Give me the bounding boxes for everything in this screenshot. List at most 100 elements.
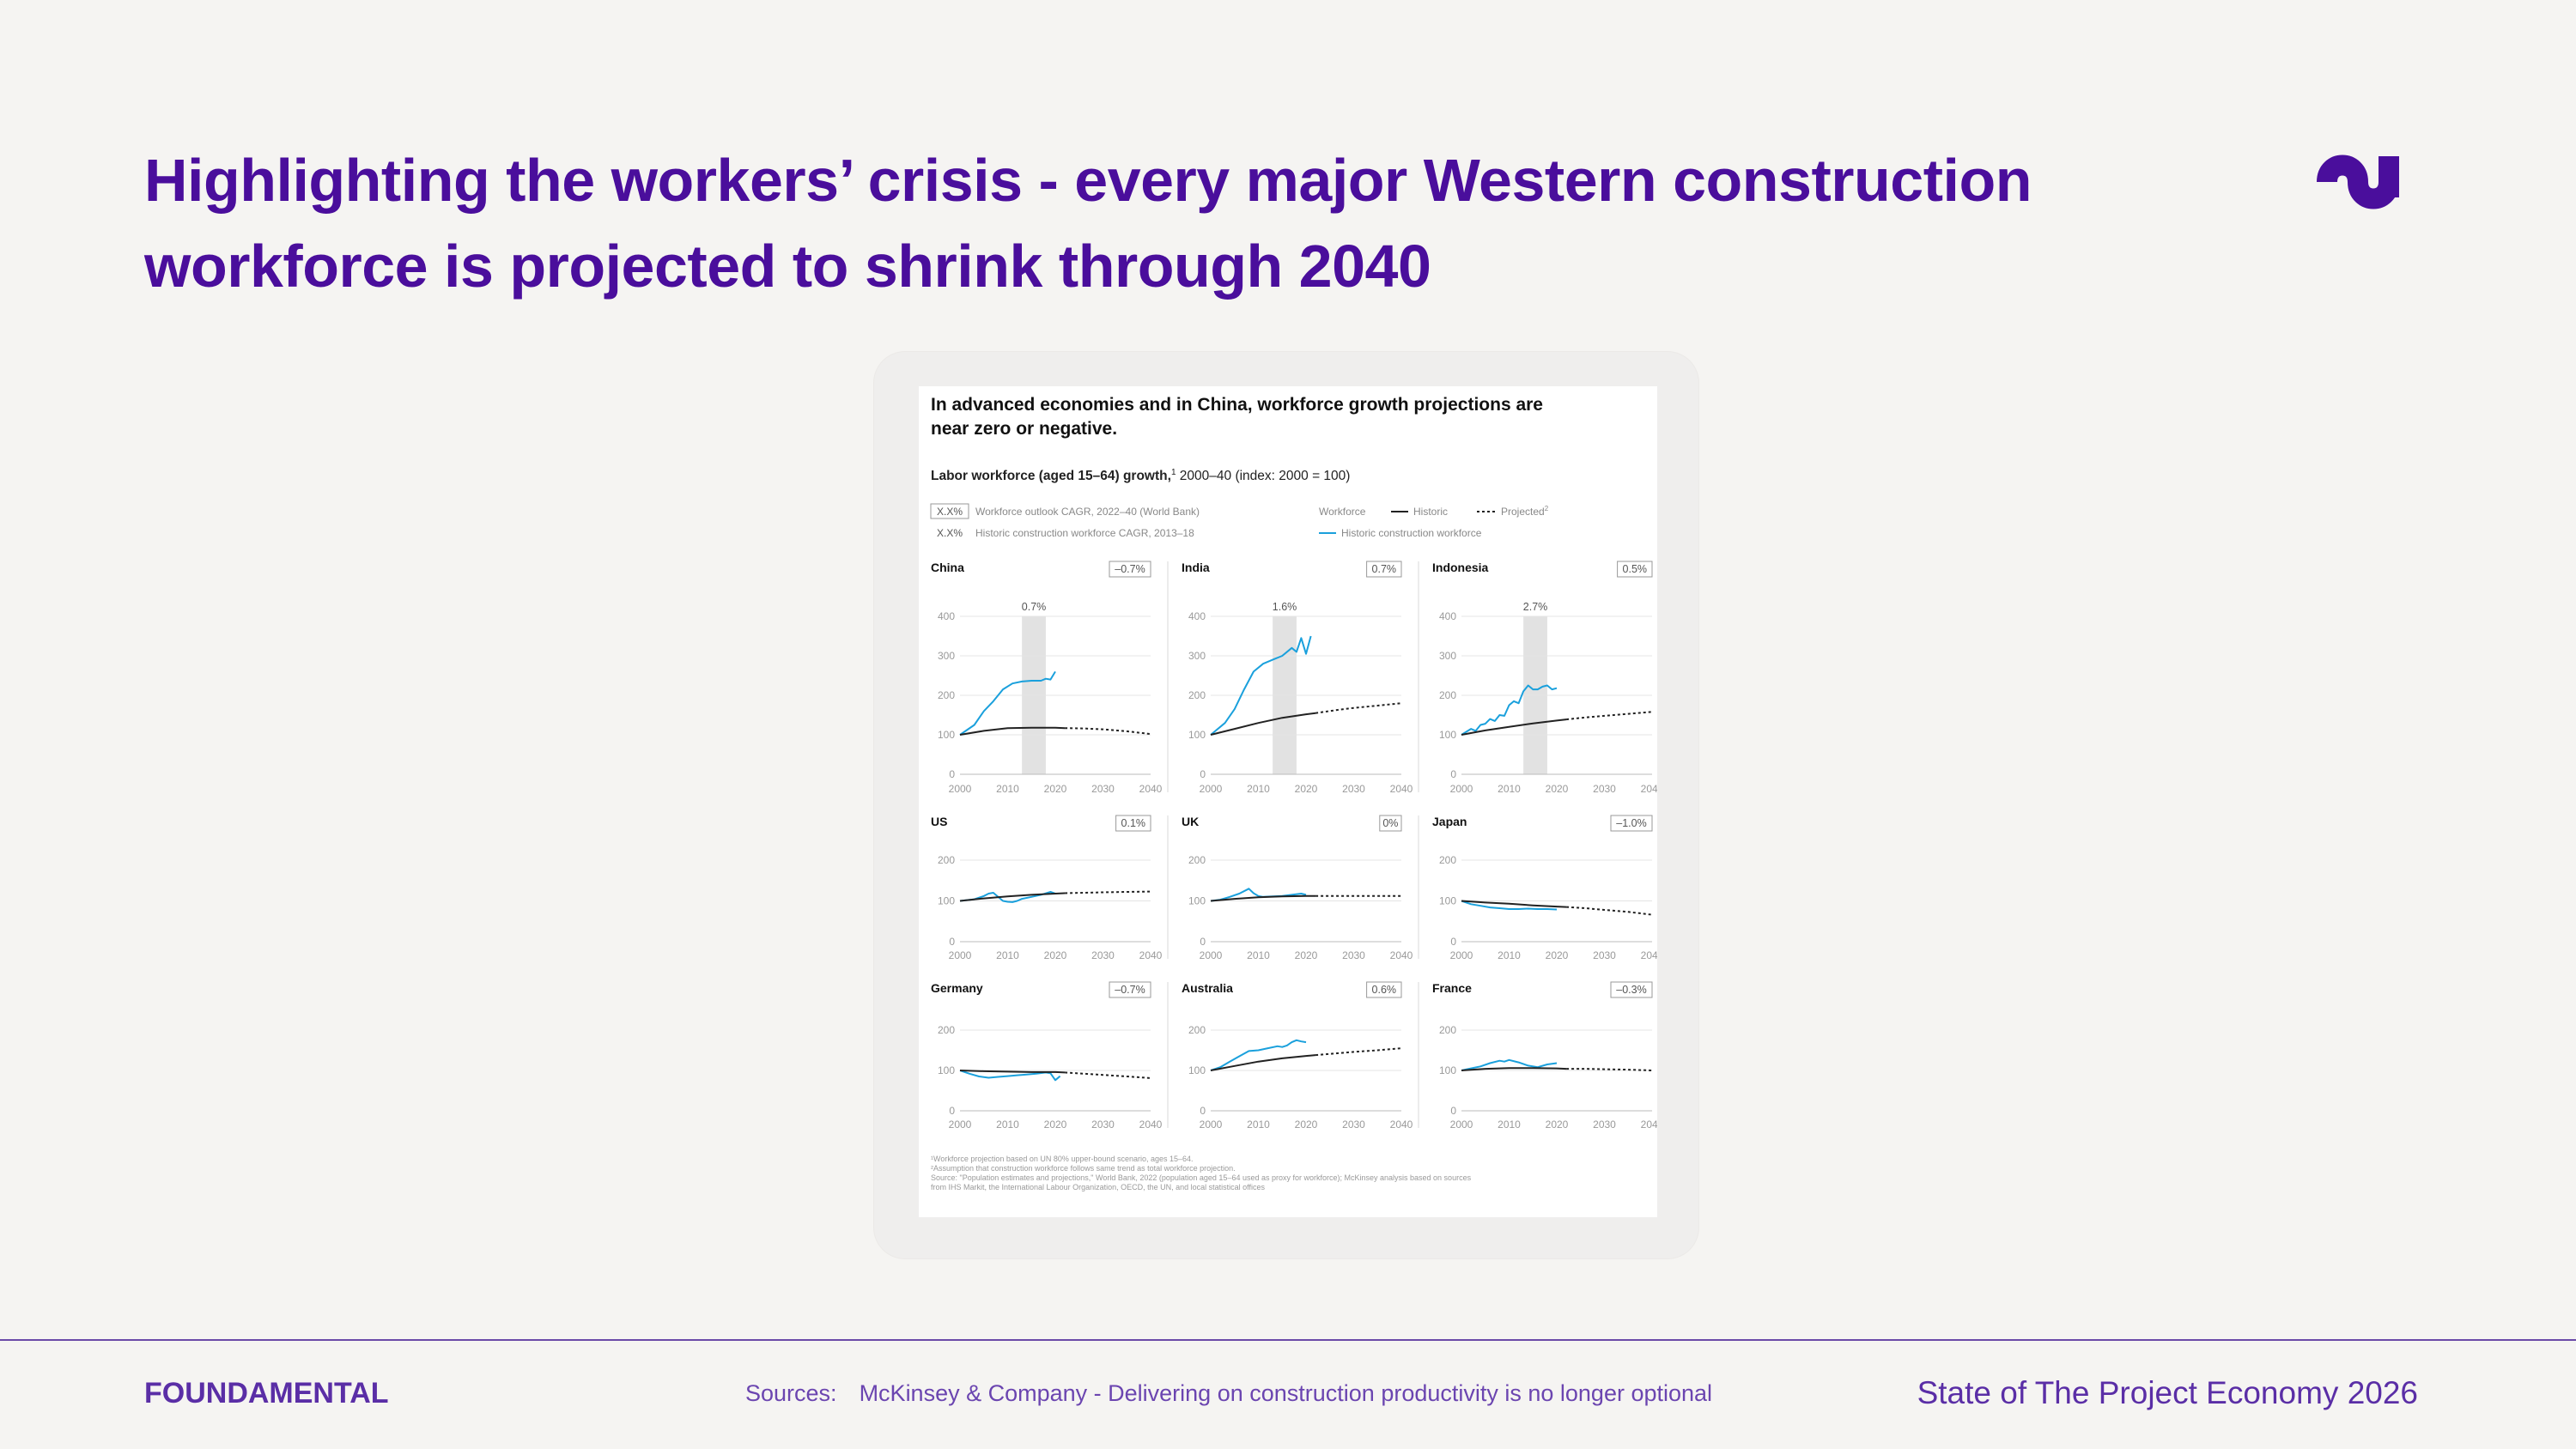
x-tick-label: 2020	[1546, 783, 1569, 795]
series-projected-line	[1315, 702, 1402, 714]
panel-china: China –0.7% 0.7% 0 100 200 300 400 2000 2010 2020 2…	[931, 561, 1163, 795]
x-tick-label: 2010	[996, 949, 1019, 961]
x-tick-label: 2000	[949, 949, 972, 961]
panel-title: Australia	[1182, 981, 1233, 995]
x-tick-label: 2040	[1390, 783, 1413, 795]
x-tick-label: 2030	[1091, 1119, 1115, 1131]
x-tick-label: 2010	[996, 1119, 1019, 1131]
y-tick-label: 200	[938, 689, 955, 701]
series-historic-line	[1461, 900, 1567, 908]
footer-divider	[0, 1339, 2576, 1341]
chart-subtitle: Labor workforce (aged 15–64) growth,1 20…	[931, 468, 1350, 483]
y-tick-label: 0	[1200, 1105, 1206, 1117]
y-tick-label: 200	[1439, 854, 1456, 866]
x-tick-label: 2000	[949, 1119, 972, 1131]
chart-svg: In advanced economies and in China, work…	[930, 395, 1657, 1191]
series-projected-line	[1065, 1071, 1151, 1079]
panel-construction-cagr: 0.7%	[1022, 601, 1047, 613]
x-tick-label: 2030	[1342, 949, 1365, 961]
y-tick-label: 400	[938, 610, 955, 622]
panel-outlook-box	[1109, 561, 1151, 578]
legend-construction-label: Historic construction workforce	[1341, 527, 1482, 539]
x-tick-label: 2000	[949, 783, 972, 795]
panel-title: Indonesia	[1432, 561, 1489, 574]
legend-outlook-desc: Workforce outlook CAGR, 2022–40 (World B…	[975, 506, 1200, 518]
y-tick-label: 100	[938, 1064, 955, 1076]
legend-construction-cagr-desc: Historic construction workforce CAGR, 20…	[975, 527, 1194, 539]
x-tick-label: 2030	[1342, 1119, 1365, 1131]
series-historic-line	[959, 1070, 1066, 1074]
panel-outlook-value: 0.1%	[1121, 817, 1146, 829]
panel-outlook-value: 0.7%	[1372, 563, 1397, 575]
x-tick-label: 2000	[1200, 949, 1223, 961]
x-tick-label: 2010	[996, 783, 1019, 795]
footnote-2: ²Assumption that construction workforce …	[931, 1164, 1236, 1173]
y-tick-label: 400	[1188, 610, 1206, 622]
y-tick-label: 0	[949, 936, 955, 948]
y-tick-label: 200	[1439, 689, 1456, 701]
x-tick-label: 2030	[1593, 783, 1616, 795]
panel-india: India 0.7% 1.6% 0 100 200 300 400 2000 2010 2020 20…	[1182, 561, 1413, 795]
series-projected-line	[1065, 727, 1151, 736]
panel-construction-cagr: 1.6%	[1273, 601, 1297, 613]
x-tick-label: 2040	[1139, 949, 1163, 961]
panel-title: Japan	[1432, 815, 1467, 828]
series-projected-line	[1565, 711, 1653, 721]
footnote-3: Source: "Population estimates and projec…	[931, 1173, 1472, 1182]
series-historic-line	[1210, 1054, 1316, 1071]
panel-title: Germany	[931, 981, 983, 995]
x-tick-label: 2010	[1498, 949, 1521, 961]
x-tick-label: 2000	[1200, 783, 1223, 795]
wave-logo-icon	[2315, 148, 2420, 216]
y-tick-label: 100	[1188, 895, 1206, 907]
series-construction-line	[959, 891, 1056, 903]
x-tick-label: 2020	[1546, 949, 1569, 961]
y-tick-label: 100	[938, 895, 955, 907]
series-historic-line	[959, 892, 1066, 902]
y-tick-label: 0	[949, 1105, 955, 1117]
series-projected-line	[1566, 906, 1653, 916]
panel-title: UK	[1182, 815, 1199, 828]
series-construction-line	[1210, 888, 1307, 902]
x-tick-label: 2040	[1390, 1119, 1413, 1131]
y-tick-label: 100	[1439, 729, 1456, 741]
panel-us: US 0.1% 0 100 200 2000 2010 2020 2030 2040	[931, 815, 1163, 961]
panel-outlook-value: –0.3%	[1616, 984, 1646, 996]
panel-outlook-box	[1366, 561, 1402, 578]
legend-workforce-label: Workforce	[1319, 506, 1366, 518]
y-tick-label: 300	[1188, 650, 1206, 662]
series-historic-line	[959, 726, 1066, 736]
x-tick-label: 2010	[1498, 1119, 1521, 1131]
x-tick-label: 2020	[1295, 1119, 1318, 1131]
footnote-4: from IHS Markit, the International Labou…	[931, 1183, 1266, 1191]
panel-construction-cagr: 2.7%	[1523, 601, 1548, 613]
series-construction-line	[1210, 1039, 1307, 1071]
panel-outlook-value: 0.5%	[1623, 563, 1648, 575]
x-tick-label: 2010	[1247, 783, 1270, 795]
x-tick-label: 2040	[1139, 783, 1163, 795]
y-tick-label: 100	[1188, 729, 1206, 741]
y-tick-label: 100	[1188, 1064, 1206, 1076]
y-tick-label: 0	[1450, 768, 1456, 780]
y-tick-label: 200	[1439, 1024, 1456, 1036]
x-tick-label: 2000	[1450, 949, 1473, 961]
y-tick-label: 100	[1439, 895, 1456, 907]
series-construction-line	[959, 1070, 1061, 1082]
y-tick-label: 0	[949, 768, 955, 780]
panel-outlook-box	[1115, 815, 1151, 832]
panel-outlook-box	[1610, 981, 1653, 998]
x-tick-label: 2040	[1641, 783, 1657, 795]
panel-outlook-value: –0.7%	[1115, 984, 1145, 996]
series-projected-line	[1065, 890, 1151, 894]
x-tick-label: 2040	[1641, 949, 1657, 961]
panel-outlook-box	[1379, 815, 1402, 832]
legend-outlook-sample: X.X%	[937, 506, 963, 518]
panel-japan: Japan –1.0% 0 100 200 2000 2010 2020 2030 2040	[1432, 815, 1657, 961]
x-tick-label: 2000	[1200, 1119, 1223, 1131]
panel-outlook-box	[1610, 815, 1653, 832]
x-tick-label: 2000	[1450, 783, 1473, 795]
series-construction-line	[1461, 900, 1558, 911]
series-projected-line	[1315, 1047, 1402, 1057]
panel-title: China	[931, 561, 964, 574]
y-tick-label: 300	[938, 650, 955, 662]
